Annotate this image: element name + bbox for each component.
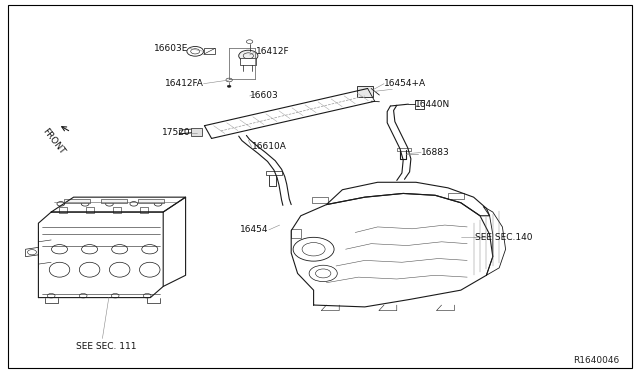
Text: 16603E: 16603E: [154, 44, 189, 53]
Bar: [64, 199, 90, 203]
Text: 16603: 16603: [250, 92, 278, 100]
Text: 17520: 17520: [162, 128, 191, 137]
Bar: [397, 148, 411, 151]
Bar: [138, 199, 164, 203]
Bar: [415, 100, 424, 109]
Text: 16412FA: 16412FA: [164, 79, 204, 88]
Bar: [240, 58, 256, 65]
Text: SEE SEC.140: SEE SEC.140: [475, 233, 532, 242]
Bar: [101, 199, 127, 203]
Bar: [291, 229, 301, 238]
Text: 16440N: 16440N: [415, 100, 450, 109]
Text: FRONT: FRONT: [40, 126, 66, 156]
Text: 16412F: 16412F: [256, 47, 290, 56]
Bar: [204, 48, 215, 54]
Bar: [140, 207, 148, 213]
Bar: [59, 207, 67, 213]
Text: SEE SEC. 111: SEE SEC. 111: [76, 342, 136, 351]
Text: 16883: 16883: [421, 148, 450, 157]
Text: 16454+A: 16454+A: [384, 79, 426, 88]
Text: 16454: 16454: [240, 225, 269, 234]
Bar: [113, 207, 121, 213]
Circle shape: [239, 50, 258, 61]
Bar: [191, 128, 202, 136]
Bar: [448, 193, 464, 199]
Bar: [269, 173, 276, 186]
Circle shape: [227, 85, 231, 87]
Bar: [312, 197, 328, 203]
Bar: [266, 171, 282, 175]
Text: R1640046: R1640046: [573, 356, 620, 365]
Bar: [357, 86, 373, 97]
Text: 16610A: 16610A: [252, 142, 286, 151]
Bar: [86, 207, 94, 213]
